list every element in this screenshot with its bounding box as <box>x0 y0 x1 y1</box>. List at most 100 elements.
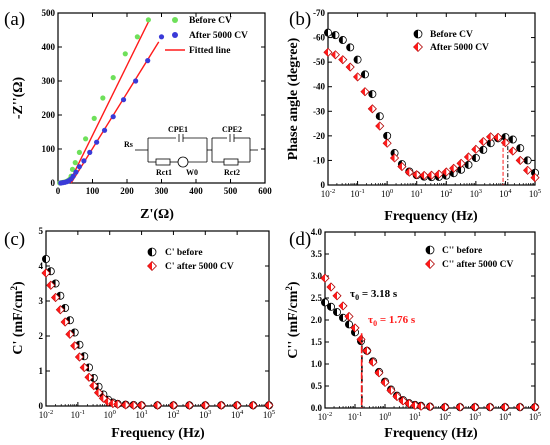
tick-base: 10 <box>350 189 360 199</box>
point-d-after-fill <box>411 401 415 410</box>
label-superscript: 2 <box>9 286 19 291</box>
point-d-after-fill <box>345 312 349 321</box>
circuit-label-cpe1: CPE1 <box>168 125 188 134</box>
point-after-cv <box>101 127 108 133</box>
x-tick-label: 102 <box>440 188 452 199</box>
panel-c: 10-2 10-1 100 101 102 103 104 105012345(c)Frequ… <box>4 226 275 441</box>
tick-base: 10 <box>263 410 273 420</box>
tick-exponent: 5 <box>272 409 275 416</box>
point-c-after-fill <box>217 401 222 410</box>
x-axis-label: Frequency (Hz) <box>384 426 478 441</box>
tick-exponent: -1 <box>80 409 85 416</box>
point-c-after-fill <box>80 363 85 372</box>
point-c-after-fill <box>104 397 109 406</box>
point-d-after-fill <box>381 378 385 387</box>
y-tick-label: -60 <box>313 33 325 43</box>
point-before-cv-fill <box>346 43 351 51</box>
tau-symbol: τ <box>368 314 373 326</box>
y-tick-label: 2.5 <box>311 293 323 303</box>
circuit-label-w0: W0 <box>186 168 198 177</box>
legend-marker-before-fill <box>148 248 152 256</box>
tick-exponent: 0 <box>113 409 116 416</box>
x-tick-label: 105 <box>529 188 541 199</box>
plot-frame <box>324 231 536 409</box>
point-after-cv-fill <box>479 137 484 146</box>
tick-base: 10 <box>381 189 391 199</box>
circuit-warburg <box>177 156 189 168</box>
y-axis-label: C' (mF/cm2) <box>9 281 26 355</box>
point-d-after-fill <box>405 399 409 408</box>
point-d-after-fill <box>417 402 421 411</box>
point-after-cv-fill <box>331 50 336 59</box>
point-c-after-fill <box>85 373 90 382</box>
y-tick-label: -30 <box>313 106 325 116</box>
point-d-after-fill <box>486 403 490 412</box>
y-tick-label: 0 <box>51 178 56 188</box>
tick-exponent: 3 <box>208 409 211 416</box>
point-before-cv-fill <box>376 112 380 120</box>
x-tick-label: 10-2 <box>321 188 335 199</box>
point-after-cv-fill <box>346 63 351 72</box>
y-axis-label: Phase angle (degree) <box>286 37 301 160</box>
x-tick-label: 101 <box>411 188 423 199</box>
tick-exponent: 1 <box>144 409 147 416</box>
point-before-cv <box>145 17 151 23</box>
circuit-resistor <box>155 158 171 166</box>
legend-marker-after-fill <box>413 42 418 52</box>
x-tick-label: 10-2 <box>318 411 332 422</box>
point-after-cv-fill <box>531 173 535 182</box>
equivalent-circuit <box>135 134 258 168</box>
point-c-after-fill <box>249 401 254 410</box>
tick-base: 10 <box>39 410 49 420</box>
point-after-cv-fill <box>412 170 417 179</box>
circuit-label-rct1: Rct1 <box>156 168 172 177</box>
tick-exponent: 3 <box>478 411 481 418</box>
tick-base: 10 <box>167 410 177 420</box>
y-axis-label: -Z''(Ω) <box>11 77 26 120</box>
point-before-cv-fill <box>368 90 373 98</box>
x-tick-label: 100 <box>379 411 391 422</box>
y-tick-label: 4 <box>39 261 44 271</box>
tick-base: 10 <box>231 410 241 420</box>
y-tick-label: 1.5 <box>311 337 323 347</box>
legend-label-before: Before CV <box>430 30 473 40</box>
point-c-after-fill <box>61 318 66 326</box>
point-after-cv-fill <box>434 170 439 179</box>
label-part: ) <box>286 281 301 286</box>
y-tick-label: -50 <box>313 57 325 67</box>
panel-a: 0 100 200 300 400 500 600 0 100 200 300 400 500 (a) Z'… <box>4 8 272 222</box>
point-c-after-fill <box>56 305 61 314</box>
tau-label-after: τ0 = 1.76 s <box>368 314 416 328</box>
x-tick-label: 100 <box>104 409 116 420</box>
point-c-after-fill <box>153 401 158 410</box>
point-c-after-fill <box>129 401 134 410</box>
point-after-cv-fill <box>457 159 462 168</box>
point-d-before-fill <box>345 320 349 328</box>
plot-frame <box>327 12 536 186</box>
point-c-after-fill <box>169 401 174 410</box>
label-part: C' (mF/cm <box>11 290 26 354</box>
point-before-cv <box>110 75 116 81</box>
tau-subscript: 0 <box>373 319 377 328</box>
legend-marker-after-fill <box>425 259 430 269</box>
legend-label-after: After 5000 CV <box>430 43 489 53</box>
tick-base: 10 <box>439 412 449 422</box>
y-tick-label: 200 <box>42 110 56 120</box>
tick-base: 10 <box>379 412 389 422</box>
point-after-cv <box>133 78 139 84</box>
x-tick-label: 102 <box>167 409 179 420</box>
x-tick-label: 10-1 <box>348 411 362 422</box>
tick-base: 10 <box>470 189 480 199</box>
tick-base: 10 <box>135 410 145 420</box>
point-before-cv-fill <box>324 29 328 37</box>
tick-base: 10 <box>440 189 450 199</box>
point-c-after-fill <box>75 353 80 361</box>
point-c-after-fill <box>113 400 118 409</box>
point-after-cv-fill <box>516 156 521 165</box>
point-before-cv <box>91 115 97 121</box>
point-d-before-fill <box>321 298 325 306</box>
tick-exponent: 5 <box>538 188 541 195</box>
x-tick-label: 200 <box>120 186 134 196</box>
tick-exponent: 0 <box>388 411 391 418</box>
point-d-after-fill <box>339 301 343 310</box>
